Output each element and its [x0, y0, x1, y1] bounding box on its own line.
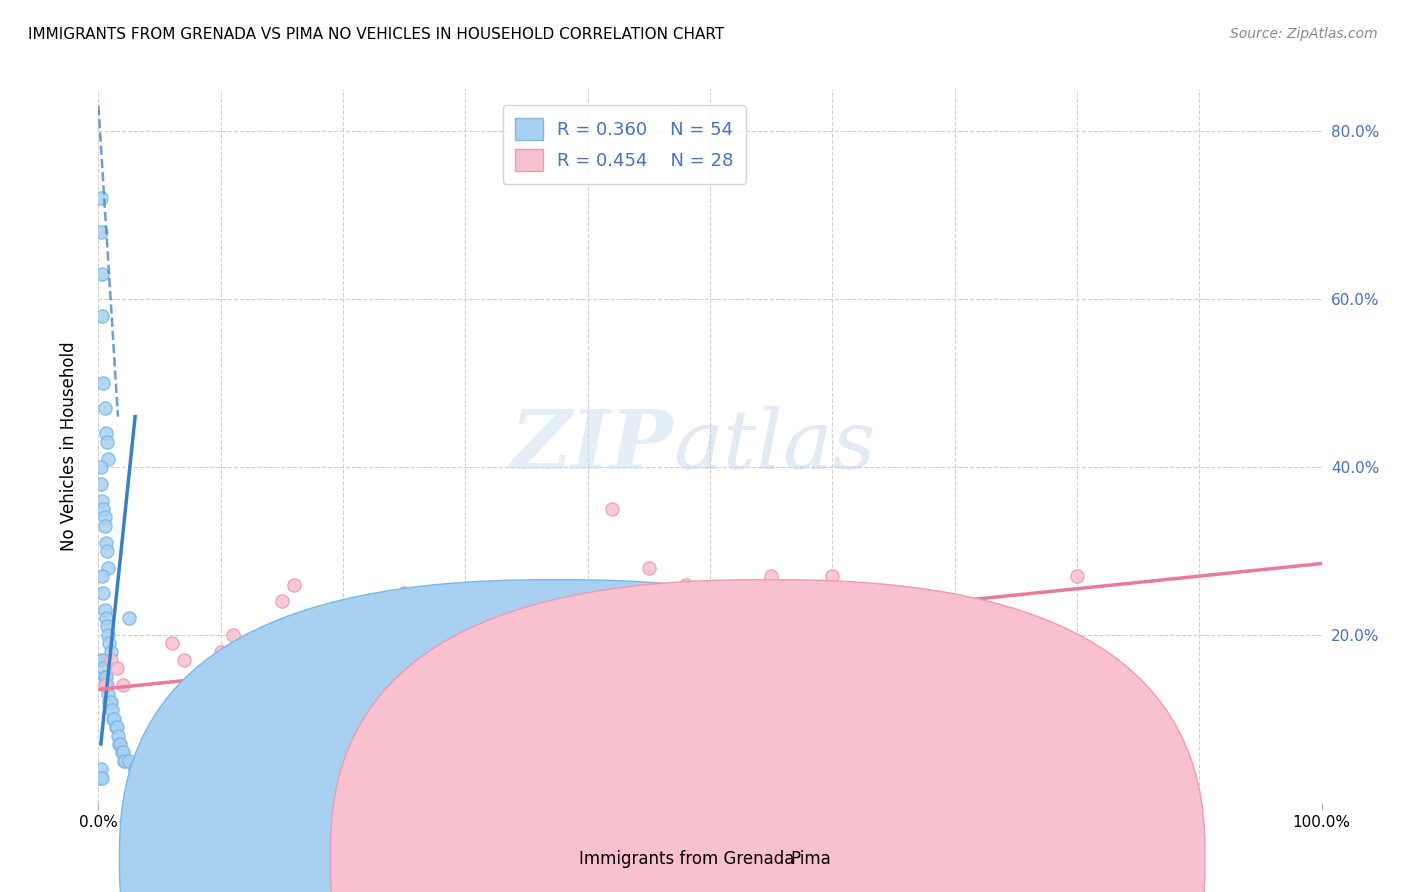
Point [112, 754, 135, 768]
Text: Immigrants from Grenada: Immigrants from Grenada [579, 849, 794, 868]
Point [91, 493, 114, 508]
Point [90, 225, 112, 239]
Point [93, 510, 115, 524]
Point [90, 771, 112, 785]
Point [515, 653, 537, 667]
Point [699, 636, 721, 650]
Point [600, 502, 623, 516]
Point [270, 594, 294, 608]
Point [118, 611, 141, 625]
Point [90, 191, 112, 205]
Point [94, 426, 117, 441]
Point [209, 645, 232, 659]
Point [97, 560, 120, 574]
Point [160, 636, 183, 650]
Point [91, 309, 114, 323]
Point [332, 653, 354, 667]
Point [173, 653, 195, 667]
Point [97, 628, 120, 642]
Point [110, 737, 132, 751]
Legend: R = 0.360    N = 54, R = 0.454    N = 28: R = 0.360 N = 54, R = 0.454 N = 28 [503, 105, 747, 184]
Point [107, 729, 129, 743]
Point [104, 720, 127, 734]
Y-axis label: No Vehicles in Household: No Vehicles in Household [59, 341, 77, 551]
Point [761, 569, 783, 583]
Point [94, 670, 117, 684]
Point [93, 518, 115, 533]
Point [96, 544, 118, 558]
Text: IMMIGRANTS FROM GRENADA VS PIMA NO VEHICLES IN HOUSEHOLD CORRELATION CHART: IMMIGRANTS FROM GRENADA VS PIMA NO VEHIC… [28, 27, 724, 42]
Point [283, 577, 305, 591]
Point [100, 653, 122, 667]
Point [91, 661, 114, 675]
Point [638, 560, 661, 574]
Point [418, 661, 440, 675]
Text: Source: ZipAtlas.com: Source: ZipAtlas.com [1230, 27, 1378, 41]
Point [101, 703, 124, 717]
Point [96, 434, 118, 449]
Point [454, 661, 477, 675]
Point [105, 720, 128, 734]
Point [97, 451, 120, 466]
Point [943, 695, 966, 709]
Point [90, 762, 112, 776]
Point [124, 762, 146, 776]
Point [576, 594, 599, 608]
Point [96, 678, 118, 692]
Point [1004, 661, 1026, 675]
Point [91, 376, 114, 390]
Point [90, 476, 112, 491]
Point [111, 746, 134, 760]
Point [93, 401, 115, 416]
Point [101, 712, 124, 726]
Point [98, 695, 121, 709]
Point [118, 754, 141, 768]
Point [114, 754, 136, 768]
Point [675, 577, 697, 591]
Point [91, 502, 114, 516]
Point [91, 569, 114, 583]
Point [100, 695, 122, 709]
Point [100, 645, 122, 659]
Point [108, 737, 131, 751]
Point [94, 535, 117, 549]
Point [308, 636, 330, 650]
Point [93, 603, 115, 617]
Point [222, 628, 245, 642]
Text: Pima: Pima [790, 849, 831, 868]
Point [111, 678, 134, 692]
Point [883, 661, 905, 675]
Point [91, 653, 114, 667]
Point [91, 771, 114, 785]
Point [96, 619, 118, 633]
Point [124, 762, 146, 776]
Point [105, 661, 128, 675]
Point [392, 586, 416, 600]
Point [93, 678, 115, 692]
Point [98, 636, 121, 650]
Point [90, 460, 112, 475]
Point [97, 687, 120, 701]
Point [821, 569, 844, 583]
Point [91, 267, 114, 281]
Point [91, 586, 114, 600]
Point [93, 670, 115, 684]
Text: ZIP: ZIP [510, 406, 673, 486]
Point [90, 653, 112, 667]
Text: atlas: atlas [673, 406, 876, 486]
Point [1128, 687, 1150, 701]
Point [94, 611, 117, 625]
Point [111, 746, 134, 760]
Point [103, 712, 125, 726]
Point [1066, 569, 1088, 583]
